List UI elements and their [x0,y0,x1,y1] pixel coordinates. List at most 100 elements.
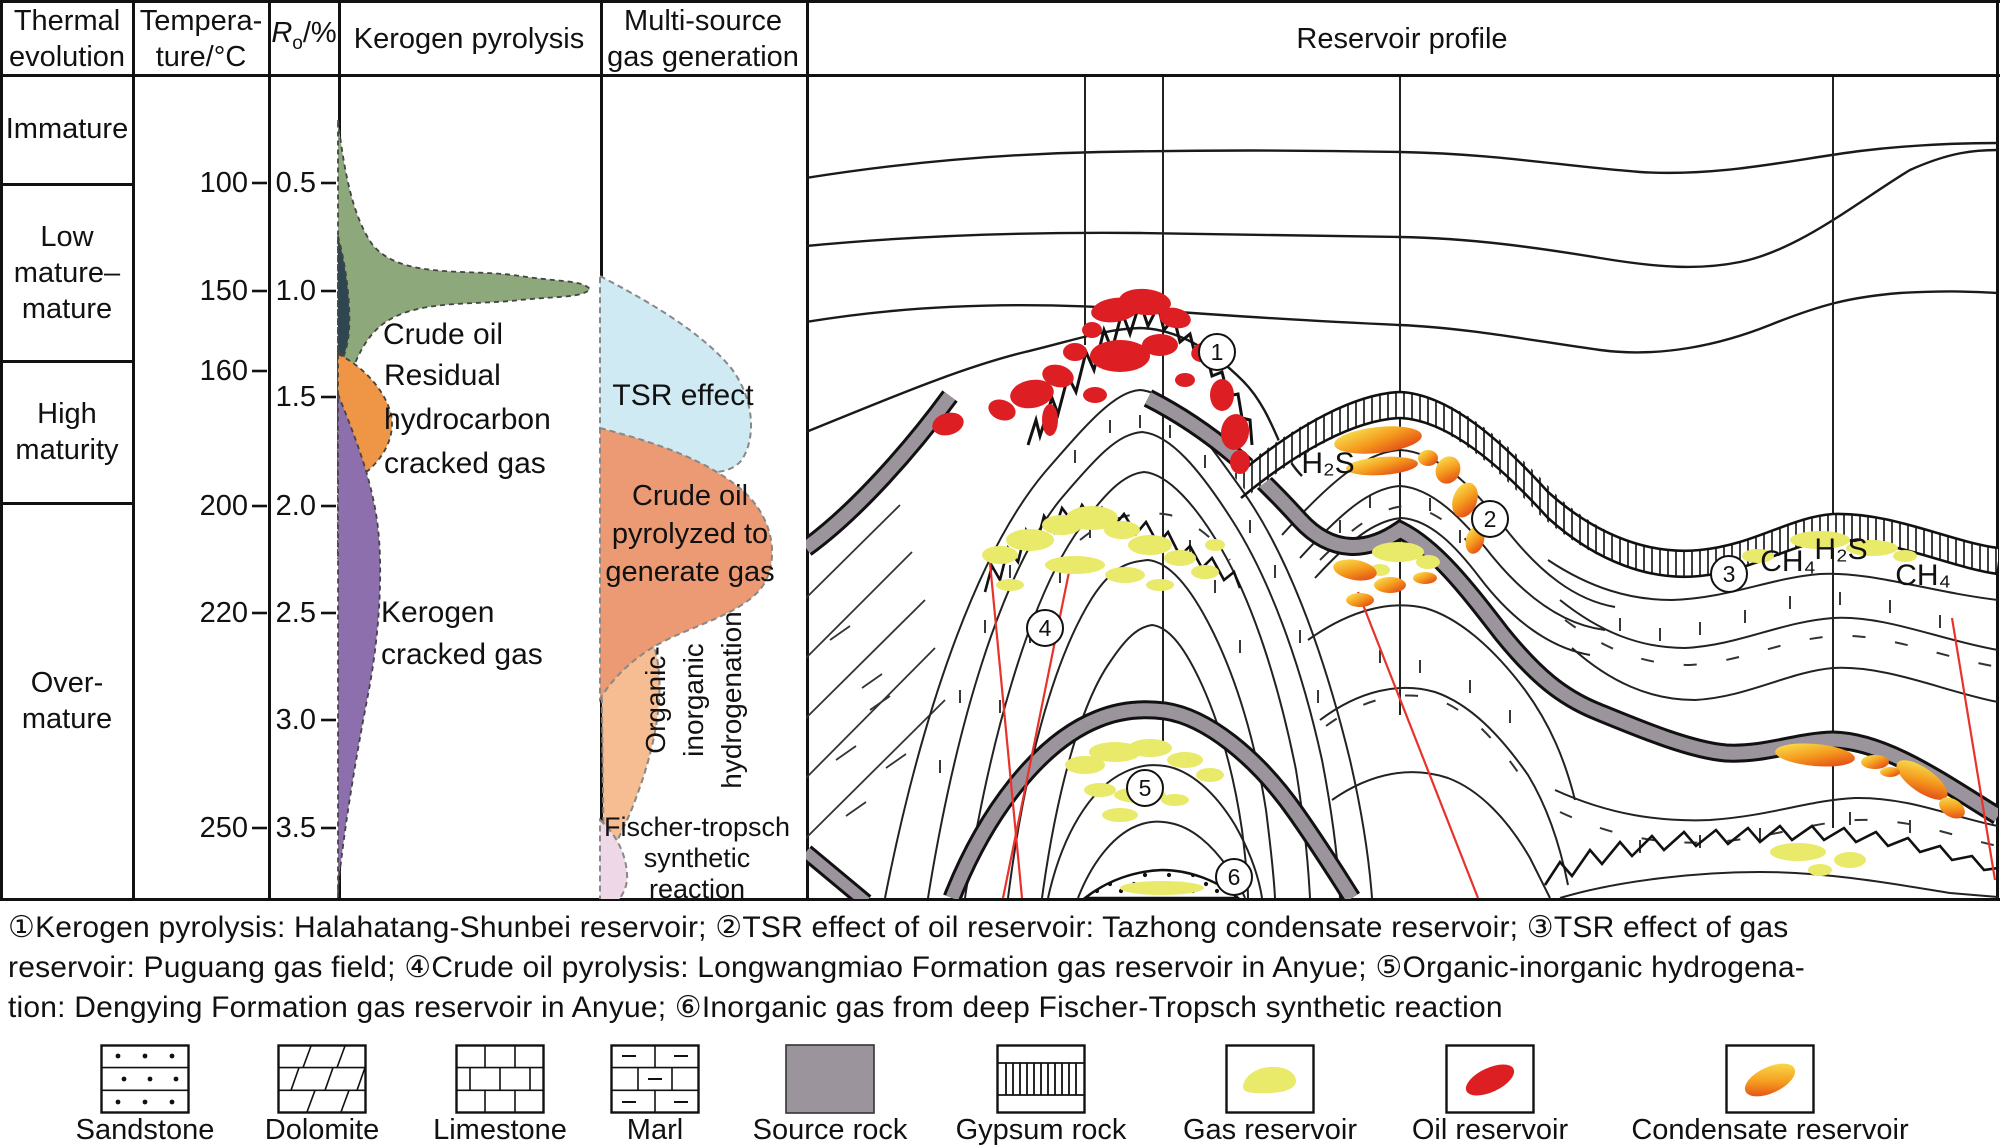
temp-tick-150: 150 [199,275,248,307]
legend-label-gypsum-rock: Gypsum rock [955,1114,1127,1145]
source-rock-upper [806,389,1998,899]
ro-tick-3.5: 3.5 [275,812,316,844]
caption-line-1: ①Kerogen pyrolysis: Halahatang-Shunbei r… [8,911,1789,944]
axis-ticks [252,181,336,830]
header-temperature: Tempera- ture/°C [139,4,263,73]
border-outer-top [0,0,2000,3]
ro-unit: /% [302,17,337,50]
marker-6-fischer-tropsch: 6 [1215,858,1253,896]
ro-tick-2.0: 2.0 [275,490,316,522]
marker-6-digit: 6 [1227,863,1241,890]
label-h2s-dome2: H₂S [1301,447,1355,480]
header-ro: Ro/% [270,2,338,75]
marker-1-digit: 1 [1210,338,1224,365]
label-ch4-left: CH₄ [1760,545,1816,578]
marker-5-digit: 5 [1138,774,1152,801]
dolomite-block-lines [806,504,946,839]
ro-tick-0.5: 0.5 [275,167,316,199]
border-row-immature [2,183,132,186]
row-immature: Immature [5,113,129,145]
border-col-1 [132,0,135,901]
legend-oil-reservoir-swatch [1445,1044,1535,1114]
caption-line-2: reservoir: Puguang gas field; ④Crude oil… [8,951,1805,984]
legend-label-limestone: Limestone [433,1114,567,1145]
legend-marl-swatch [610,1044,700,1114]
border-outer-bottom [0,898,2000,901]
temp-tick-200: 200 [199,490,248,522]
border-col-2 [268,0,271,901]
marl-dashes [1079,504,1998,847]
label-fischer-tropsch: Fischer-tropsch synthetic reaction [603,812,791,904]
row-high-maturity: High maturity [15,398,119,466]
oil-reservoir-blobs [932,288,1250,474]
legend-gypsum-swatch [996,1044,1086,1114]
multisource-curves [598,274,774,899]
border-header-bottom [0,74,2000,77]
crude-oil-curve [337,119,592,431]
label-organic-inorganic: Organic- inorganic hydrogenation [640,611,747,789]
marker-2-tsr-oil: 2 [1471,500,1509,538]
label-h2s-right: H₂S [1814,533,1868,566]
kerogen-cracked-gas-curve [337,393,382,899]
marker-3-digit: 3 [1722,560,1736,587]
ro-symbol: R [271,17,293,50]
legend-label-condensate-reservoir: Condensate reservoir [1631,1114,1909,1145]
header-multisource: Multi-source gas generation [607,4,799,73]
fischer-tropsch-curve [599,817,629,899]
tsr-effect-curve [599,274,752,474]
legend-label-oil-reservoir: Oil reservoir [1411,1114,1569,1145]
ro-tick-1.0: 1.0 [275,275,316,307]
gypsum-band [1232,390,1998,579]
label-kerogen-cracked: Kerogen cracked gas [381,596,543,671]
reservoir-profile-canvas [806,77,1998,899]
label-tsr-effect: TSR effect [612,379,754,412]
label-crude-oil: Crude oil [382,318,504,351]
marker-4-crude-pyrolysis: 4 [1026,609,1064,647]
legend-source-rock-swatch [785,1044,875,1114]
saddle-arcs [1307,604,1576,899]
label-oil-pyrolyzed: Crude oil pyrolyzed to generate gas [605,480,775,588]
temp-tick-160: 160 [199,355,248,387]
kerogen-curves [337,119,592,899]
marker-5-hydrogenation: 5 [1126,769,1164,807]
legend-gas-reservoir-swatch [1225,1044,1315,1114]
legend-label-marl: Marl [626,1114,684,1145]
border-col-5 [806,0,809,901]
header-reservoir-profile: Reservoir profile [1296,22,1508,55]
label-residual-hydrocarbon: Residual hydrocarbon cracked gas [384,359,551,480]
ro-tick-3.0: 3.0 [275,704,316,736]
row-over-mature: Over- mature [21,667,113,735]
ro-tick-1.5: 1.5 [275,381,316,413]
border-row-highmaturity [2,502,132,505]
legend-label-source-rock: Source rock [752,1114,908,1145]
marker-2-digit: 2 [1483,505,1497,532]
border-row-lowmature [2,360,132,363]
generation-curves-canvas [252,119,774,899]
source-rock-lower [943,700,1361,899]
dome3-arcs [1547,559,1998,899]
border-outer-right [1996,0,1999,901]
border-outer-left [0,0,3,901]
marker-4-digit: 4 [1038,614,1052,641]
legend-condensate-swatch [1725,1044,1815,1114]
temp-tick-220: 220 [199,597,248,629]
header-thermal-evolution: Thermal evolution [8,4,126,73]
temp-tick-100: 100 [199,167,248,199]
legend-label-gas-reservoir: Gas reservoir [1182,1114,1358,1145]
gas-reservoir-blobs [982,506,1917,895]
ro-tick-2.5: 2.5 [275,597,316,629]
upper-strata-lines [806,141,1998,477]
legend-dolomite-swatch [277,1044,367,1114]
brick-ticks [939,415,1941,853]
label-ch4-right: CH₄ [1895,559,1951,592]
condensate-reservoir-blobs [1333,426,1965,819]
legend-label-dolomite: Dolomite [264,1114,380,1145]
legend-sandstone-swatch [100,1044,190,1114]
marker-1-kerogen-pyrolysis: 1 [1198,333,1236,371]
caption-line-3: tion: Dengying Formation gas reservoir i… [8,991,1503,1024]
header-kerogen-pyrolysis: Kerogen pyrolysis [353,22,585,55]
legend-label-sandstone: Sandstone [75,1114,215,1145]
row-low-mature: Low mature– mature [13,220,121,325]
marker-3-tsr-gas: 3 [1710,555,1748,593]
